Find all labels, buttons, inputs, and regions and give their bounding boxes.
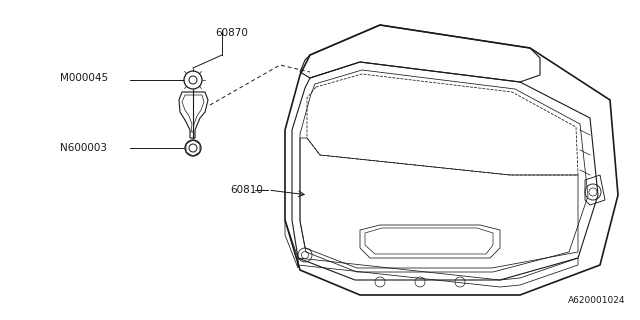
- Text: N600003: N600003: [60, 143, 107, 153]
- Text: 60810: 60810: [230, 185, 263, 195]
- Text: 60870: 60870: [215, 28, 248, 38]
- Text: A620001024: A620001024: [568, 296, 625, 305]
- Text: M000045: M000045: [60, 73, 108, 83]
